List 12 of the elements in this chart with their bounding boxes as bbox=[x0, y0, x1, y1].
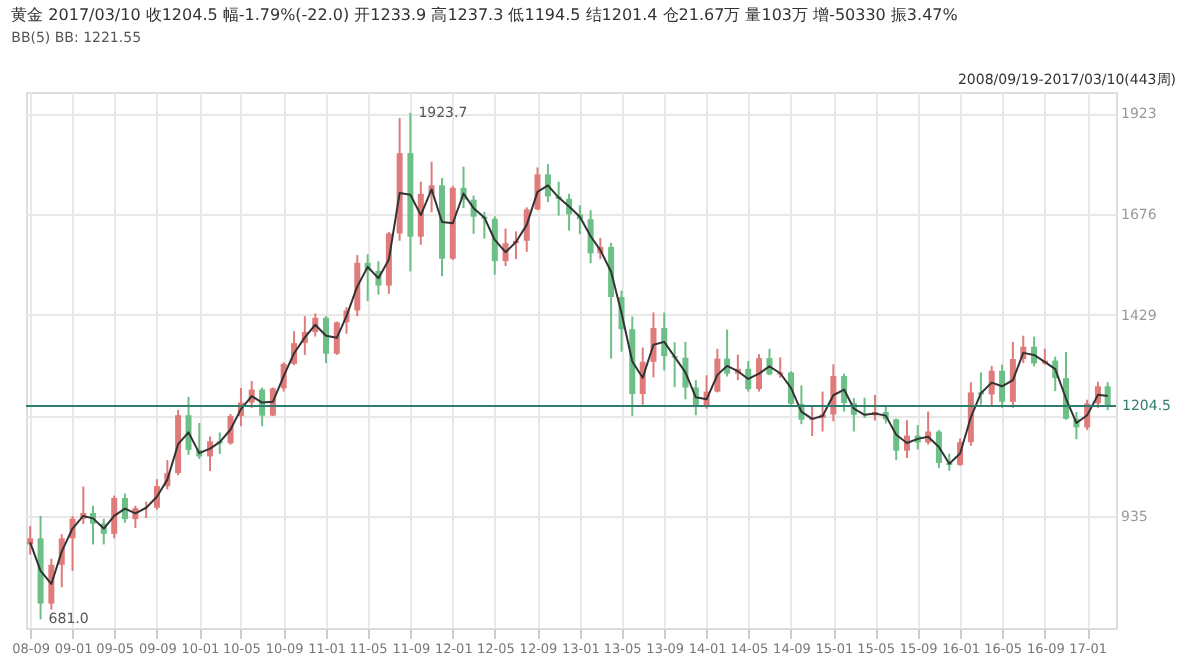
candlestick bbox=[333, 320, 340, 356]
chart-title: 黄金 2017/03/10 收1204.5 幅-1.79%(-22.0) 开1233.9 高1237.3 低1194.5 结1201.4 仓21.67万 量103万 增-50330 振3.47% bbox=[11, 6, 959, 24]
candlestick bbox=[185, 395, 192, 456]
candlestick bbox=[1104, 381, 1111, 412]
candlestick bbox=[111, 494, 118, 540]
candlestick bbox=[491, 215, 498, 276]
candlestick bbox=[999, 363, 1006, 409]
candlestick bbox=[1009, 340, 1016, 409]
candlestick bbox=[661, 311, 668, 372]
candlestick bbox=[323, 315, 330, 365]
candlestick bbox=[893, 417, 900, 462]
candlestick bbox=[756, 353, 763, 393]
